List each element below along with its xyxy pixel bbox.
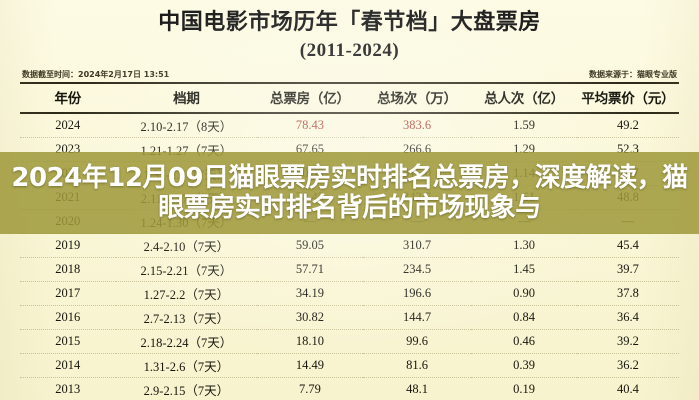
table-header-row: 年份 档期 总票房（亿） 总场次（万） 总人次（亿） 平均票价（元） [20,81,679,114]
cell-admissions: 0.84 [471,305,577,330]
cell-year: 2014 [20,353,116,378]
meta-row: 数据截至时间：2024年2月17日 13:51 数据来源于：猫眼专业版 [0,62,699,82]
cell-price: 36.2 [576,353,679,378]
cell-period: 2.7-2.13（7天） [115,305,258,330]
cell-year: 2013 [20,377,116,400]
cell-gross: 18.10 [257,329,363,354]
table-row: 2018 2.15-2.21（7天） 57.71 234.5 1.45 39.7 [20,257,679,282]
cell-period: 2.18-2.24（7天） [115,329,258,354]
cell-year: 2017 [20,281,116,306]
table-row: 2015 2.18-2.24（7天） 18.10 99.6 0.46 39.2 [20,329,679,354]
page-subtitle: (2011-2024) [299,39,400,61]
column-header-price: 平均票价（元） [576,81,679,114]
cell-price: 39.2 [576,329,679,354]
column-header-year: 年份 [20,81,116,114]
cell-admissions: 0.39 [471,353,577,378]
cell-period: 2.4-2.10（7天） [115,233,258,258]
table-row: 2017 1.27-2.2（7天） 34.19 196.6 0.90 37.8 [20,281,679,306]
cell-admissions: 1.45 [471,257,577,282]
overlay-headline: 2024年12月09日猫眼票房实时排名总票房，深度解读，猫眼票房实时排名背后的市… [11,162,688,223]
cell-price: 39.7 [576,257,679,282]
cell-shows: 99.6 [362,329,472,354]
cell-price: 45.4 [576,233,679,258]
cell-shows: 81.6 [362,353,472,378]
cell-gross: 57.71 [257,257,363,282]
cell-year: 2019 [20,233,116,258]
cell-admissions: 1.59 [471,112,577,138]
page-title: 中国电影市场历年「春节档」大盘票房 [158,9,541,35]
cell-period: 1.27-2.2（7天） [115,281,258,306]
data-timestamp: 数据截至时间：2024年2月17日 13:51 [22,69,170,79]
cell-gross: 7.79 [257,377,363,400]
cell-gross: 59.05 [257,233,363,258]
cell-period: 2.10-2.17（8天） [115,112,258,138]
cell-gross: 78.43 [257,112,363,138]
cell-admissions: 0.90 [471,281,577,306]
cell-period: 2.15-2.21（7天） [115,257,258,282]
column-header-period: 档期 [115,81,258,114]
table-container: 年份 档期 总票房（亿） 总场次（万） 总人次（亿） 平均票价（元） 2024 2… [0,81,699,400]
table-row: 2019 2.4-2.10（7天） 59.05 310.7 1.30 45.4 [20,233,679,258]
cell-admissions: 0.46 [471,329,577,354]
cell-shows: 383.6 [362,112,472,138]
cell-shows: 196.6 [362,281,472,306]
overlay-banner: 2024年12月09日猫眼票房实时排名总票房，深度解读，猫眼票房实时排名背后的市… [0,152,699,234]
cell-shows: 234.5 [362,257,472,282]
data-source: 数据来源于：猫眼专业版 [589,69,677,79]
column-header-shows: 总场次（万） [362,81,472,114]
cell-admissions: 1.30 [471,233,577,258]
cell-shows: 310.7 [362,233,472,258]
cell-gross: 14.49 [257,353,363,378]
cell-year: 2024 [20,112,116,138]
cell-price: 37.8 [576,281,679,306]
cell-gross: 34.19 [257,281,363,306]
table-row: 2016 2.7-2.13（7天） 30.82 144.7 0.84 36.4 [20,305,679,330]
cell-year: 2018 [20,257,116,282]
column-header-gross: 总票房（亿） [257,81,363,114]
cell-shows: 48.1 [362,377,472,400]
column-header-admissions: 总人次（亿） [471,81,577,114]
table-row: 2013 2.9-2.15（7天） 7.79 48.1 0.19 40.4 [20,377,679,400]
cell-period: 2.9-2.15（7天） [115,377,258,400]
cell-price: 49.2 [576,112,679,138]
cell-admissions: 0.19 [471,377,577,400]
boxoffice-table: 年份 档期 总票房（亿） 总场次（万） 总人次（亿） 平均票价（元） 2024 2… [20,81,679,400]
table-head: 年份 档期 总票房（亿） 总场次（万） 总人次（亿） 平均票价（元） [20,81,679,114]
cell-price: 36.4 [576,305,679,330]
table-row: 2014 1.31-2.6（7天） 14.49 81.6 0.39 36.2 [20,353,679,378]
cell-gross: 30.82 [257,305,363,330]
cell-period: 1.31-2.6（7天） [115,353,258,378]
table-row: 2024 2.10-2.17（8天） 78.43 383.6 1.59 49.2 [20,112,679,138]
cell-shows: 144.7 [362,305,472,330]
cell-year: 2016 [20,305,116,330]
cell-year: 2015 [20,329,116,354]
cell-price: 40.4 [576,377,679,400]
